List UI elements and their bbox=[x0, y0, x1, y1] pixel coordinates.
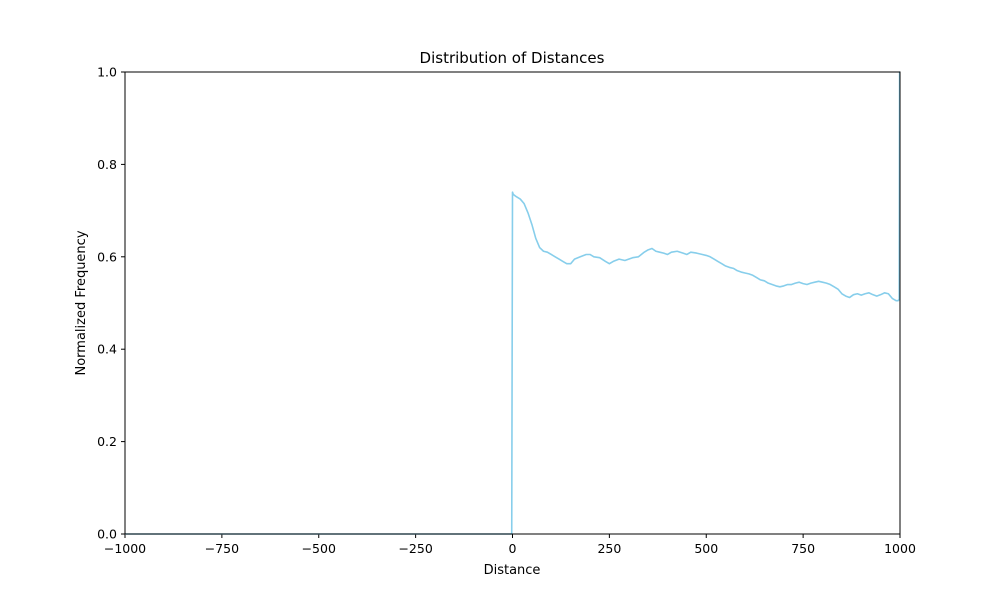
series-layer bbox=[125, 71, 901, 535]
y-axis-label: Normalized Frequency bbox=[74, 230, 89, 375]
x-tick-label: −500 bbox=[302, 541, 336, 556]
x-tick-label: −250 bbox=[398, 541, 432, 556]
series-line bbox=[125, 71, 901, 535]
x-axis-label: Distance bbox=[484, 563, 541, 578]
x-tick-label: −1000 bbox=[104, 541, 146, 556]
plot-frame bbox=[124, 71, 901, 535]
x-axis: −1000 −750 −500 −250 0 250 500 750 1000 bbox=[104, 534, 916, 556]
y-tick-label: 0.8 bbox=[97, 157, 117, 172]
x-tick-label: 0 bbox=[509, 541, 517, 556]
y-axis: 0.0 0.2 0.4 0.6 0.8 1.0 bbox=[97, 65, 125, 542]
x-tick-label: 1000 bbox=[884, 541, 916, 556]
x-tick-label: 500 bbox=[694, 541, 718, 556]
y-tick-label: 0.0 bbox=[97, 527, 117, 542]
y-tick-label: 0.6 bbox=[97, 249, 117, 264]
x-tick-label: 750 bbox=[791, 541, 815, 556]
y-tick-label: 0.4 bbox=[97, 342, 117, 357]
x-tick-label: −750 bbox=[205, 541, 239, 556]
y-tick-label: 1.0 bbox=[97, 65, 117, 80]
chart-title: Distribution of Distances bbox=[420, 49, 605, 67]
x-tick-label: 250 bbox=[597, 541, 621, 556]
y-tick-label: 0.2 bbox=[97, 434, 117, 449]
